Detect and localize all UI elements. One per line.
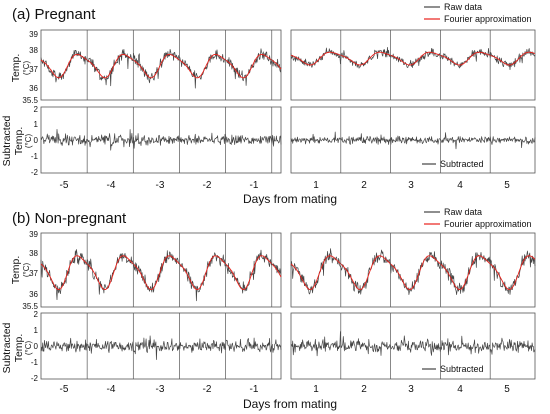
legend-a-fourier-label: Fourier approximation [444, 14, 532, 24]
legend-a-raw-label: Raw data [444, 2, 482, 12]
a-xtick-m3: -3 [156, 180, 165, 191]
a-bottom-ytick-m1: -1 [31, 152, 39, 161]
a-xtick-m2: -2 [203, 180, 212, 191]
a-xtick-4: 4 [457, 180, 463, 191]
a-bottom-ytick-1: 1 [34, 120, 39, 129]
a-xtick-m4: -4 [107, 180, 116, 191]
a-bottom-yunit: (°C) [24, 134, 33, 149]
a-bottom-ytick-m2: -2 [31, 168, 39, 177]
b-bottom-ytick-0: 0 [34, 342, 39, 351]
b-top-ytick-38: 38 [29, 249, 38, 258]
plot-b-bottom-left [40, 312, 282, 380]
panel-b-title: (b) Non-pregnant [12, 210, 127, 227]
plot-b-top-left [40, 232, 282, 308]
b-left-fourier-series [40, 255, 282, 290]
b-right-fourier-series [290, 255, 536, 290]
legend-b-subtracted-label: Subtracted [440, 364, 484, 374]
b-left-subtracted-series [40, 335, 282, 360]
legend-b-raw-label: Raw data [444, 207, 482, 217]
legend-b-fourier-label: Fourier approximation [444, 219, 532, 229]
b-xtick-m2: -2 [203, 384, 212, 395]
a-top-ytick-36: 36 [29, 84, 38, 93]
a-xlabel: Days from mating [243, 192, 337, 206]
a-right-fourier-series [290, 51, 536, 66]
b-xtick-4: 4 [457, 384, 463, 395]
b-top-ytick-37: 37 [29, 269, 38, 278]
a-top-ytick-35-5: 35.5 [22, 96, 38, 105]
b-top-ylabel: Temp. [10, 256, 22, 285]
figure-a: (a) Pregnant Raw data Fourier approximat… [1, 2, 536, 206]
legend-a-subtracted-label: Subtracted [440, 159, 484, 169]
a-top-ytick-38: 38 [29, 46, 38, 55]
series-b [40, 233, 536, 379]
b-bottom-ytick-m2: -2 [31, 374, 39, 383]
a-bottom-ytick-2: 2 [34, 105, 39, 114]
a-xtick-m5: -5 [60, 180, 69, 191]
a-top-ylabel: Temp. [10, 54, 22, 83]
a-top-yunit: (°C) [22, 61, 31, 76]
a-left-raw-series [40, 48, 282, 89]
b-right-subtracted-series [290, 331, 536, 357]
b-bottom-yunit: (°C) [24, 341, 33, 356]
b-bottom-ylabel2: Temp. [13, 334, 25, 363]
b-bottom-ylabel: Subtracted [1, 322, 13, 373]
b-top-ytick-36: 36 [29, 290, 38, 299]
plot-a-top-right [290, 29, 536, 101]
b-xlabel: Days from mating [243, 397, 337, 411]
series-a [40, 30, 536, 173]
plot-b-bottom-right [290, 312, 536, 380]
b-bottom-ytick-1: 1 [34, 326, 39, 335]
b-xtick-m4: -4 [107, 384, 116, 395]
figure-b: (b) Non-pregnant Raw data Fourier approx… [1, 207, 536, 411]
a-right-raw-series [290, 46, 536, 71]
a-xtick-2: 2 [361, 180, 367, 191]
b-top-ytick-39: 39 [29, 230, 38, 239]
b-xtick-1: 1 [313, 384, 319, 395]
a-bottom-ytick-0: 0 [34, 136, 39, 145]
b-top-yunit: (°C) [22, 263, 31, 278]
a-xtick-1: 1 [313, 180, 319, 191]
a-left-subtracted-series [40, 129, 282, 151]
a-top-ytick-39: 39 [29, 30, 38, 39]
b-bottom-ytick-m1: -1 [31, 358, 39, 367]
b-bottom-ytick-2: 2 [34, 310, 39, 319]
panel-a-title: (a) Pregnant [12, 6, 96, 23]
b-xtick-5: 5 [504, 384, 510, 395]
b-top-ytick-35-5: 35.5 [22, 302, 38, 311]
b-xtick-3: 3 [408, 384, 414, 395]
plot-a-top-left [40, 29, 282, 101]
b-left-raw-series [40, 249, 282, 302]
a-left-fourier-series [40, 53, 282, 79]
a-xtick-5: 5 [504, 180, 510, 191]
a-xtick-3: 3 [408, 180, 414, 191]
b-xtick-2: 2 [361, 384, 367, 395]
b-xtick-m1: -1 [250, 384, 259, 395]
a-bottom-ylabel2: Temp. [13, 127, 25, 156]
plot-b-top-right [290, 232, 536, 308]
b-right-raw-series [290, 248, 536, 295]
a-top-ytick-37: 37 [29, 65, 38, 74]
a-right-subtracted-series [290, 131, 536, 150]
b-xtick-m5: -5 [60, 384, 69, 395]
a-xtick-m1: -1 [250, 180, 259, 191]
b-xtick-m3: -3 [156, 384, 165, 395]
a-bottom-ylabel: Subtracted [1, 115, 13, 166]
